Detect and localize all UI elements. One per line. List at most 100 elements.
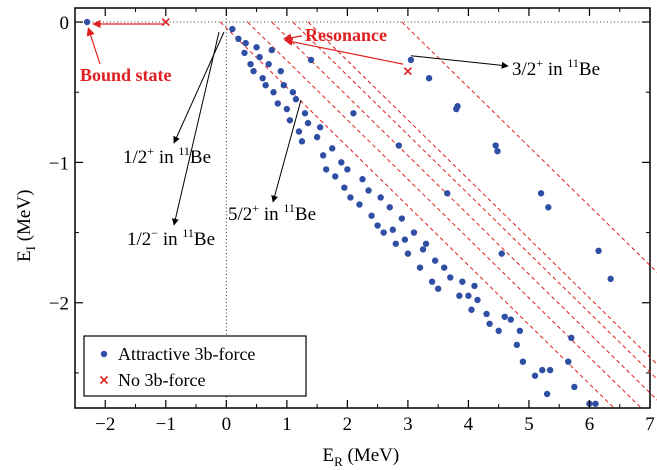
arrow-resonance-label <box>282 33 303 42</box>
point-attractive-67 <box>459 278 466 285</box>
point-attractive-9 <box>256 53 263 61</box>
point-attractive-62 <box>444 190 451 197</box>
x-tick-label: 1 <box>282 414 292 435</box>
point-attractive-40 <box>365 187 372 194</box>
point-attractive-14 <box>270 89 277 96</box>
point-attractive-86 <box>543 390 551 398</box>
continuum-line-4 <box>292 21 657 380</box>
point-attractive-56 <box>422 240 430 247</box>
point-attractive-27 <box>313 133 321 141</box>
point-attractive-24 <box>301 110 309 117</box>
point-attractive-60 <box>434 285 442 292</box>
point-attractive-18 <box>283 105 291 113</box>
cross-stroke-b <box>403 67 412 76</box>
point-attractive-23 <box>298 138 306 145</box>
point-attractive-38 <box>356 201 363 208</box>
point-attractive-76 <box>495 327 502 335</box>
legend-label-attractive: Attractive 3b-force <box>118 344 255 364</box>
chart-labels: −2 −1 0 1 2 3 4 5 6 7 0 −1 −2 ER (MeV) EI (MeV) Bound s… <box>14 13 655 469</box>
point-attractive-20 <box>289 89 297 96</box>
arrow-half-minus <box>172 31 220 226</box>
point-attractive-94 <box>595 247 602 255</box>
cross-stroke-b <box>161 17 170 27</box>
point-attractive-17 <box>280 81 288 89</box>
point-attractive-55 <box>419 246 427 253</box>
point-attractive-42 <box>374 222 381 229</box>
point-attractive-89 <box>565 358 572 365</box>
x-tick-label: 5 <box>524 414 534 435</box>
point-attractive-65 <box>454 103 461 110</box>
point-attractive-21 <box>292 96 300 103</box>
point-attractive-48 <box>395 142 403 149</box>
x-tick-label: 0 <box>222 414 232 435</box>
point-attractive-63 <box>447 274 454 281</box>
point-attractive-30 <box>322 166 330 173</box>
point-attractive-1 <box>83 18 91 26</box>
annotation-five-half-plus: 5/2+ in 11Be <box>228 201 316 225</box>
point-attractive-90 <box>568 334 575 342</box>
annotation-resonance: Resonance <box>305 25 387 45</box>
arrow-bound-state-label <box>86 27 101 65</box>
point-attractive-6 <box>247 60 254 68</box>
point-attractive-22 <box>295 128 303 135</box>
point-attractive-71 <box>474 296 481 304</box>
point-attractive-26 <box>307 56 315 64</box>
annotation-three-half-plus: 3/2+ in 11Be <box>512 56 600 80</box>
point-attractive-70 <box>471 282 478 290</box>
x-axis-label: ER (MeV) <box>323 445 400 469</box>
point-attractive-53 <box>410 229 418 236</box>
x-tick-label: −1 <box>156 414 176 435</box>
point-attractive-69 <box>468 306 475 313</box>
point-attractive-82 <box>519 358 527 365</box>
point-attractive-59 <box>431 257 439 264</box>
point-attractive-72 <box>483 310 490 318</box>
y-tick-label: −2 <box>49 294 69 315</box>
point-attractive-52 <box>407 56 415 64</box>
point-attractive-91 <box>571 383 578 391</box>
point-attractive-58 <box>428 278 436 285</box>
guide-lines <box>75 8 657 409</box>
point-attractive-57 <box>425 74 433 82</box>
x-tick-label: 3 <box>403 414 413 435</box>
legend-marker-attractive <box>100 350 108 358</box>
continuum-line-6 <box>401 21 657 273</box>
point-attractive-43 <box>377 194 384 201</box>
point-attractive-54 <box>416 264 424 271</box>
legend: Attractive 3b-force No 3b-force <box>83 335 307 397</box>
annotation-arrows <box>86 19 509 226</box>
point-attractive-2 <box>229 25 236 33</box>
point-attractive-93 <box>592 400 599 407</box>
x-tick-label: 6 <box>585 414 595 435</box>
point-attractive-28 <box>316 124 324 131</box>
x-tick-label: 2 <box>343 414 353 435</box>
point-attractive-13 <box>268 46 275 54</box>
point-attractive-78 <box>501 313 508 320</box>
x-tick-label: −2 <box>95 414 115 435</box>
plot-area <box>74 7 651 409</box>
continuum-line-5 <box>307 21 657 365</box>
point-attractive-88 <box>546 366 554 374</box>
point-attractive-68 <box>465 292 472 299</box>
point-attractive-80 <box>513 341 521 349</box>
point-attractive-16 <box>277 67 284 75</box>
continuum-line-2 <box>247 21 642 409</box>
point-attractive-3 <box>235 35 242 43</box>
point-no-3b-2 <box>403 67 412 76</box>
point-attractive-37 <box>350 110 357 117</box>
point-attractive-46 <box>389 226 396 233</box>
point-attractive-39 <box>359 176 366 183</box>
arrow-half-plus <box>173 31 225 144</box>
data-marks <box>83 17 614 407</box>
point-attractive-4 <box>241 49 248 57</box>
point-attractive-41 <box>368 212 375 219</box>
point-attractive-34 <box>341 184 348 191</box>
legend-box <box>83 335 307 397</box>
y-axis-label: EI (MeV) <box>14 190 38 262</box>
point-attractive-10 <box>259 74 266 82</box>
point-attractive-73 <box>486 320 493 327</box>
point-attractive-95 <box>607 275 614 283</box>
annotation-half-minus: 1/2− in 11Be <box>127 226 215 250</box>
plot-frame <box>74 7 651 409</box>
point-attractive-51 <box>404 250 412 257</box>
point-attractive-7 <box>250 67 257 75</box>
